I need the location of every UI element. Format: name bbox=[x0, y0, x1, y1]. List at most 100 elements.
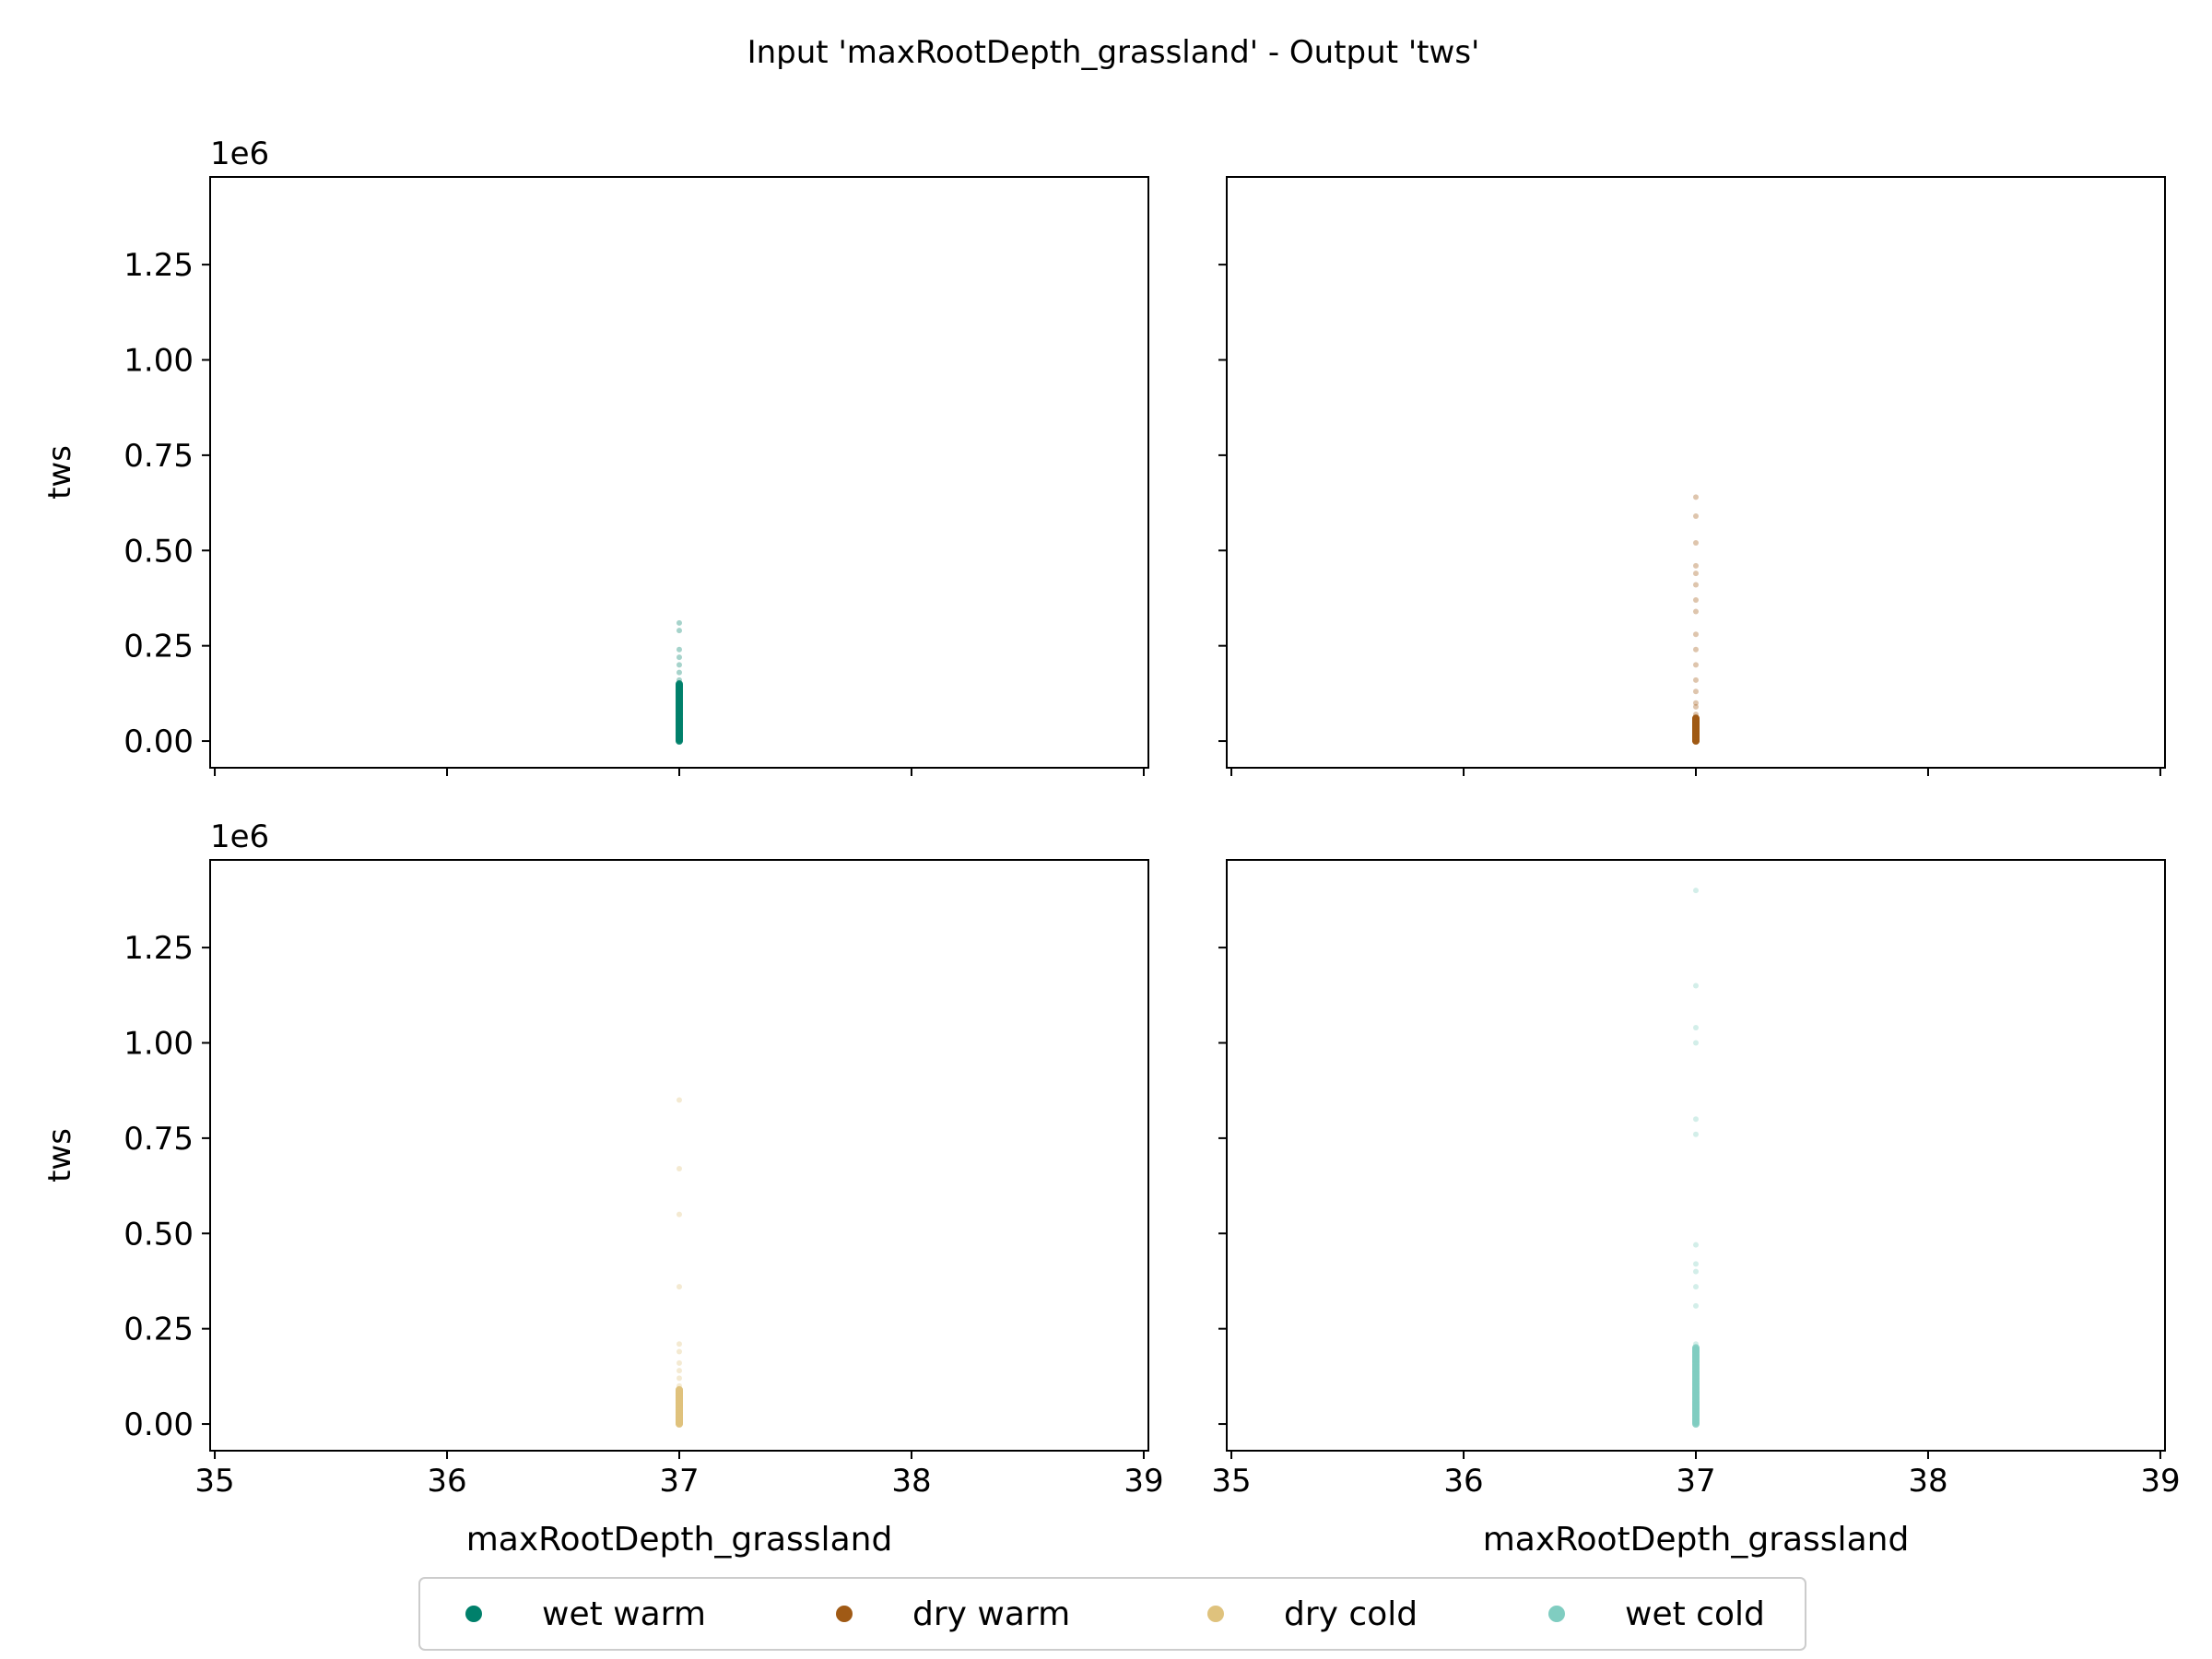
y-offset-label: 1e6 bbox=[210, 818, 269, 855]
data-point-outlier bbox=[1693, 513, 1699, 520]
x-axis-label: maxRootDepth_grassland bbox=[466, 1521, 893, 1559]
legend: wet warm dry warm dry cold wet cold bbox=[418, 1577, 1806, 1651]
data-point-outlier bbox=[1693, 677, 1699, 683]
data-point-outlier bbox=[1693, 540, 1699, 547]
legend-label: dry cold bbox=[1284, 1595, 1418, 1633]
legend-label: wet warm bbox=[542, 1595, 706, 1633]
y-tick-label: 0.50 bbox=[124, 533, 194, 570]
x-axis-label: maxRootDepth_grassland bbox=[1483, 1521, 1910, 1559]
data-point-outlier bbox=[677, 1165, 682, 1171]
data-point bbox=[676, 1385, 683, 1394]
x-tick-label: 38 bbox=[1908, 1463, 1947, 1500]
x-tick-label: 37 bbox=[659, 1463, 699, 1500]
figure-title: Input 'maxRootDepth_grassland' - Output … bbox=[747, 34, 1480, 71]
data-point-outlier bbox=[1693, 982, 1699, 989]
y-tick-label: 0.75 bbox=[124, 438, 194, 475]
x-tick-label: 39 bbox=[1124, 1463, 1163, 1500]
x-tick-label: 39 bbox=[2140, 1463, 2180, 1500]
data-point-outlier bbox=[677, 1097, 682, 1103]
legend-marker bbox=[1207, 1606, 1224, 1622]
scatter-points bbox=[1692, 494, 1700, 746]
data-point-outlier bbox=[1693, 1284, 1699, 1290]
data-point-outlier bbox=[677, 1368, 682, 1374]
data-point-outlier bbox=[677, 654, 682, 661]
x-tick-label: 36 bbox=[1443, 1463, 1483, 1500]
data-point-outlier bbox=[1693, 662, 1699, 668]
data-point-outlier bbox=[677, 646, 682, 653]
data-point-outlier bbox=[677, 669, 682, 676]
x-tick-label: 35 bbox=[1211, 1463, 1251, 1500]
data-point-outlier bbox=[1693, 571, 1699, 577]
data-point-outlier bbox=[677, 1341, 682, 1347]
data-point-outlier bbox=[677, 662, 682, 668]
data-point-outlier bbox=[677, 619, 682, 626]
data-point-outlier bbox=[1693, 1268, 1699, 1275]
legend-label: dry warm bbox=[912, 1595, 1070, 1633]
scatter-points bbox=[676, 619, 683, 746]
subplot-wet-cold: 35 36 37 38 39 maxRootDepth_grassland bbox=[1211, 859, 2181, 1559]
legend-item-dry-warm: dry warm bbox=[836, 1595, 1070, 1633]
scatter-points bbox=[1692, 888, 1700, 1429]
y-tick-label: 0.50 bbox=[124, 1216, 194, 1253]
data-point-outlier bbox=[1693, 1116, 1699, 1123]
data-point-outlier bbox=[1693, 1131, 1699, 1137]
legend-marker bbox=[1548, 1606, 1565, 1622]
data-point-outlier bbox=[677, 1348, 682, 1355]
subplot-dry-cold: 35 36 37 38 39 0.00 0.25 0.50 0.75 1.00 1.25 1e6 tws… bbox=[41, 818, 1164, 1559]
y-tick-label: 1.25 bbox=[124, 930, 194, 967]
data-point-outlier bbox=[1693, 1341, 1699, 1347]
legend-box bbox=[418, 1577, 1806, 1651]
legend-item-dry-cold: dry cold bbox=[1207, 1595, 1418, 1633]
data-point-outlier bbox=[1693, 608, 1699, 615]
legend-item-wet-warm: wet warm bbox=[465, 1595, 706, 1633]
data-point-outlier bbox=[1693, 631, 1699, 638]
data-point-outlier bbox=[677, 628, 682, 634]
data-point-outlier bbox=[677, 1284, 682, 1290]
data-point-outlier bbox=[677, 1375, 682, 1382]
y-offset-label: 1e6 bbox=[210, 135, 269, 172]
data-point-outlier bbox=[1693, 1261, 1699, 1267]
data-point bbox=[676, 680, 683, 688]
data-point-outlier bbox=[677, 1211, 682, 1218]
data-point-outlier bbox=[1693, 700, 1699, 706]
data-point-outlier bbox=[1693, 494, 1699, 500]
legend-marker bbox=[836, 1606, 853, 1622]
y-tick-label: 1.00 bbox=[124, 343, 194, 380]
data-point-outlier bbox=[677, 1359, 682, 1366]
y-tick-label: 0.25 bbox=[124, 1312, 194, 1348]
subplot-grid: 0.00 0.25 0.50 0.75 1.00 1.25 1e6 tws 35 36 37 38 39… bbox=[41, 135, 2181, 1559]
data-point-outlier bbox=[677, 1382, 682, 1389]
subplot-wet-warm: 0.00 0.25 0.50 0.75 1.00 1.25 1e6 tws bbox=[41, 135, 1149, 776]
y-tick-label: 0.00 bbox=[124, 724, 194, 760]
y-tick-label: 0.25 bbox=[124, 629, 194, 665]
y-tick-label: 0.75 bbox=[124, 1121, 194, 1158]
data-point-outlier bbox=[1693, 688, 1699, 695]
data-point-outlier bbox=[1693, 1302, 1699, 1309]
y-tick-label: 0.00 bbox=[124, 1406, 194, 1443]
legend-marker bbox=[465, 1606, 482, 1622]
data-point-outlier bbox=[1693, 888, 1699, 894]
data-point-outlier bbox=[1693, 712, 1699, 718]
y-axis-label: tws bbox=[41, 1128, 78, 1182]
legend-label: wet cold bbox=[1625, 1595, 1765, 1633]
legend-item-wet-cold: wet cold bbox=[1548, 1595, 1765, 1633]
data-point-outlier bbox=[677, 677, 682, 683]
data-point-outlier bbox=[1693, 562, 1699, 569]
y-tick-label: 1.00 bbox=[124, 1026, 194, 1063]
x-tick-label: 37 bbox=[1676, 1463, 1715, 1500]
data-point-outlier bbox=[1693, 1040, 1699, 1046]
data-point bbox=[1692, 1344, 1700, 1352]
data-point-outlier bbox=[1693, 703, 1699, 710]
y-axis-label: tws bbox=[41, 445, 78, 500]
y-tick-label: 1.25 bbox=[124, 247, 194, 284]
scatter-points bbox=[676, 1097, 683, 1429]
x-tick-label: 38 bbox=[891, 1463, 931, 1500]
subplot-dry-warm bbox=[1218, 176, 2166, 776]
data-point-outlier bbox=[1693, 582, 1699, 588]
data-point bbox=[1692, 714, 1700, 723]
data-point-outlier bbox=[1693, 1024, 1699, 1030]
data-point-outlier bbox=[1693, 1241, 1699, 1248]
x-tick-label: 35 bbox=[194, 1463, 234, 1500]
x-tick-label: 36 bbox=[427, 1463, 466, 1500]
